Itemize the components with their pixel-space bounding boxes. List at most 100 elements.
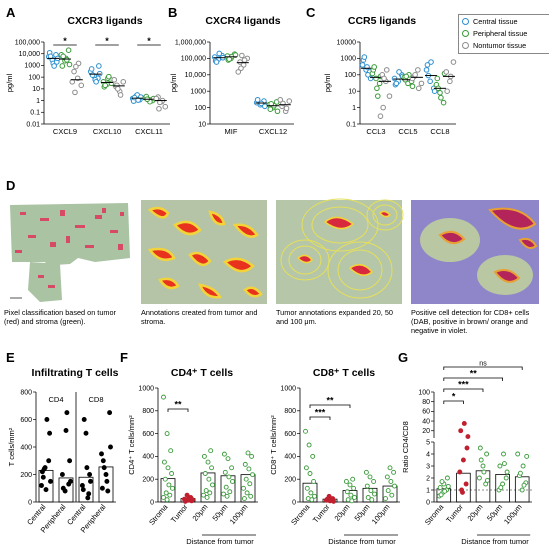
data-point: [386, 93, 393, 99]
data-point: [385, 488, 391, 494]
data-point: [347, 482, 353, 488]
data-point: [415, 67, 421, 73]
data-point: [169, 471, 175, 476]
legend-marker: [462, 29, 469, 37]
category-label: Tumor: [311, 502, 332, 525]
data-point: [232, 52, 239, 58]
y-tick-label: 400: [284, 454, 296, 461]
data-point: [44, 417, 50, 422]
y-tick-label: 1000: [280, 385, 296, 392]
data-point: [381, 75, 387, 82]
data-point: [226, 474, 232, 480]
data-point: [375, 93, 381, 99]
significance-bracket: [443, 400, 464, 404]
y-tick-label: 5: [426, 439, 430, 446]
data-point: [213, 59, 220, 65]
data-point: [388, 479, 394, 484]
data-point: [209, 465, 215, 471]
data-point: [344, 489, 350, 495]
significance-bracket: [443, 388, 484, 392]
y-tick-label: 4: [426, 451, 430, 458]
category-label: CCL5: [398, 127, 417, 136]
caption-pixel-classification: Pixel classification based on tumor (red…: [4, 308, 116, 326]
data-point: [245, 450, 251, 456]
group-label-cd8: CD8: [88, 395, 103, 404]
data-point: [396, 69, 402, 75]
data-point: [349, 498, 355, 504]
data-point: [365, 494, 371, 500]
histology-pixel-classification-image: [4, 200, 132, 304]
legend-label: Central tissue: [473, 16, 518, 26]
y-tick-label: 1: [36, 98, 40, 105]
data-point: [223, 484, 229, 490]
y-axis-label: Ratio CD4/CD8: [401, 421, 410, 473]
y-tick-label: 2: [426, 475, 430, 482]
category-label: Tumor: [169, 502, 190, 525]
data-point: [229, 465, 235, 471]
legend-marker: [462, 17, 469, 25]
data-point: [207, 490, 213, 496]
data-point: [201, 453, 207, 459]
y-tick-label: 800: [142, 408, 154, 415]
data-point: [39, 483, 44, 488]
data-point: [465, 434, 471, 439]
data-point: [246, 466, 252, 472]
significance-bracket: [309, 416, 331, 420]
data-point: [424, 62, 431, 68]
data-point: [308, 490, 314, 496]
y-tick-label: 10,000: [185, 72, 207, 79]
data-point: [439, 479, 445, 485]
data-point: [73, 63, 79, 70]
data-point: [161, 394, 166, 400]
data-point: [391, 75, 398, 82]
data-point: [115, 86, 121, 92]
data-point: [351, 485, 357, 491]
data-point: [384, 474, 390, 480]
significance-bracket: [167, 408, 189, 412]
data-point: [387, 465, 393, 471]
data-point: [168, 448, 174, 454]
data-point: [80, 487, 86, 493]
bar: [514, 476, 530, 503]
data-point: [43, 487, 49, 493]
histology-cd8-detection-image: [411, 200, 539, 304]
data-point: [348, 492, 354, 498]
data-point: [226, 56, 232, 62]
data-point: [100, 458, 106, 464]
data-point: [71, 68, 77, 75]
data-point: [166, 482, 172, 488]
data-point: [249, 453, 255, 459]
legend-item-peripheral: Peripheral tissue: [459, 27, 549, 39]
bar: [200, 472, 216, 503]
category-label: 20μm: [465, 503, 484, 523]
data-point: [311, 479, 317, 484]
y-tick-label: 200: [20, 472, 32, 479]
data-point: [216, 50, 223, 57]
data-point: [254, 96, 261, 103]
data-point: [237, 59, 243, 65]
y-tick-label: 3: [426, 463, 430, 470]
data-point: [108, 444, 113, 450]
panel-b-title: CXCR4 ligands: [205, 15, 280, 27]
data-point: [68, 478, 73, 484]
data-point: [306, 442, 312, 448]
data-point: [303, 428, 308, 434]
data-point: [165, 465, 171, 471]
data-point: [238, 65, 244, 72]
data-point: [310, 453, 316, 459]
bar: [58, 477, 74, 503]
data-point: [162, 103, 169, 110]
y-tick-label: 600: [142, 431, 154, 438]
data-point: [85, 495, 91, 501]
data-point: [383, 496, 388, 502]
data-point: [359, 62, 366, 68]
data-point: [434, 75, 441, 82]
data-point: [89, 72, 96, 78]
data-point: [103, 472, 109, 477]
y-tick-label: 800: [284, 408, 296, 415]
bar: [382, 485, 398, 503]
y-tick-label: 100,000: [181, 56, 206, 63]
data-point: [428, 59, 434, 65]
significance-label: **: [470, 369, 478, 379]
data-point: [101, 465, 107, 471]
